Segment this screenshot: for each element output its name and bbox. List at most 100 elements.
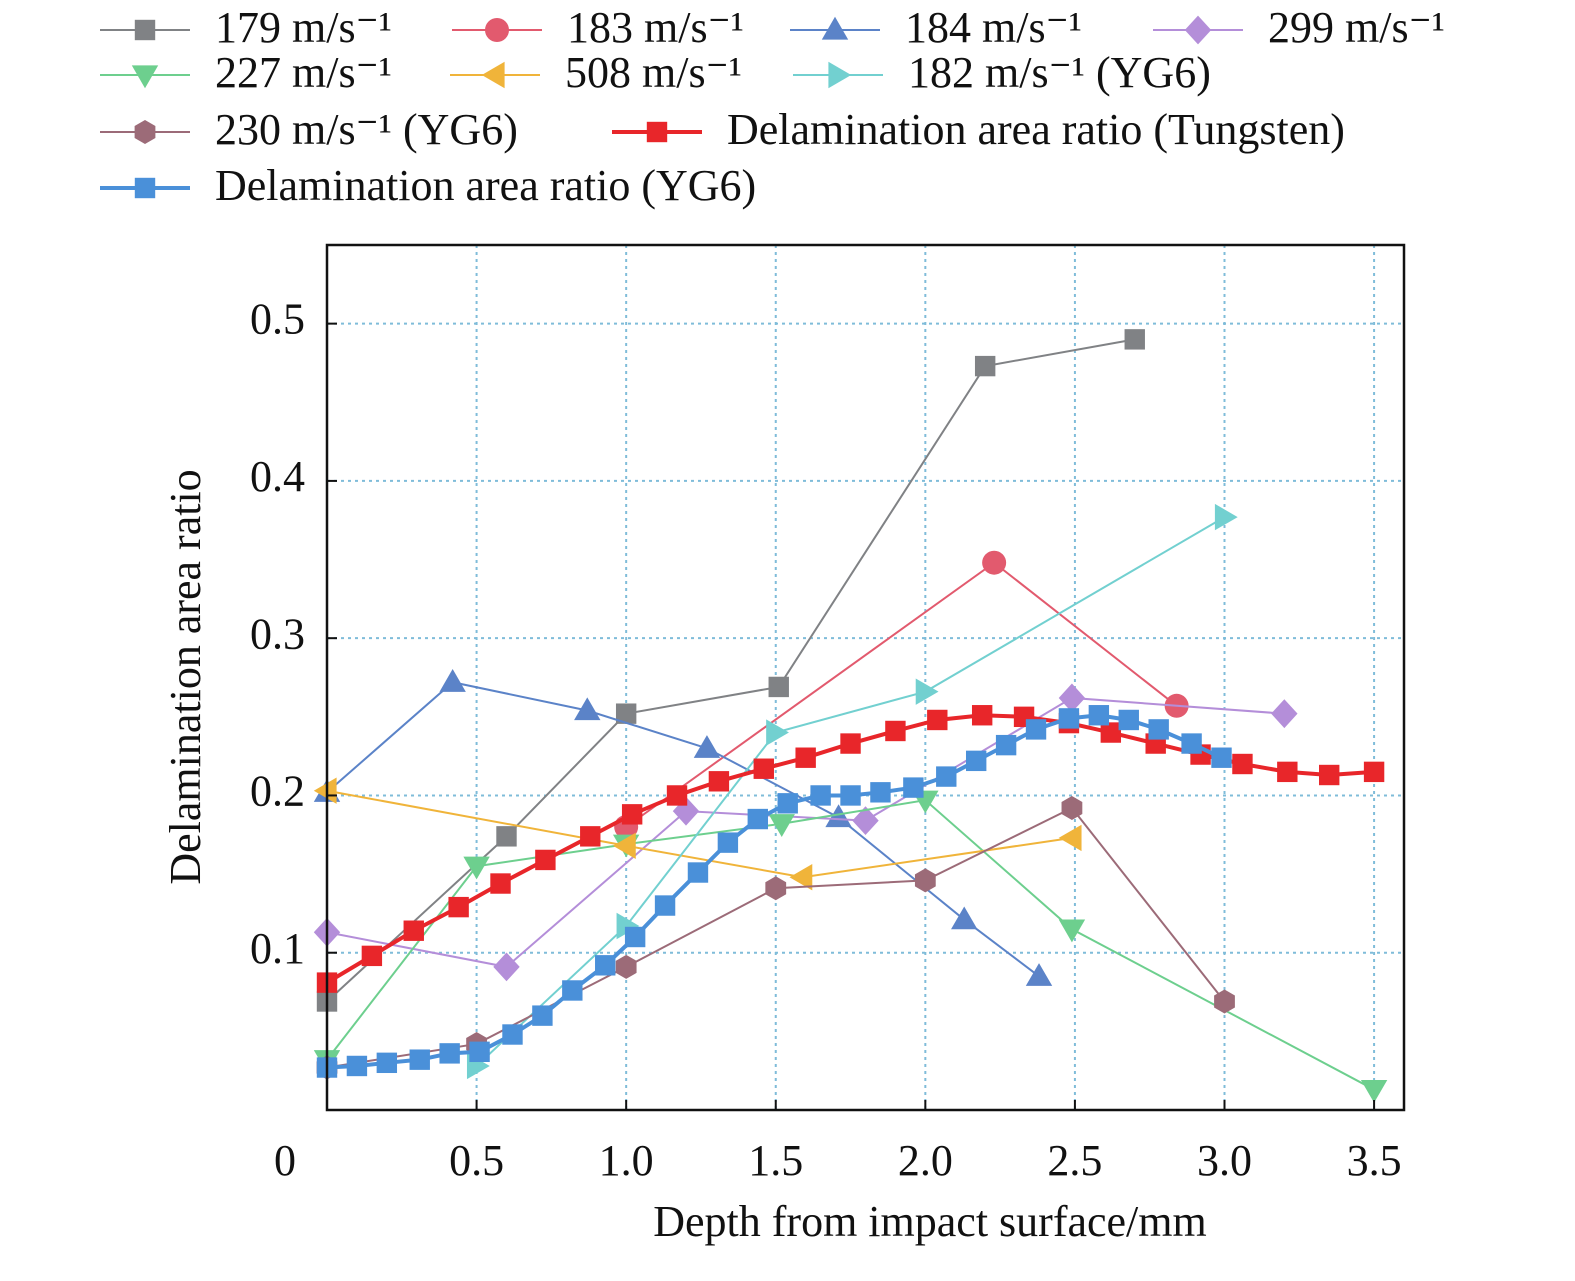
marker <box>885 720 906 742</box>
marker <box>1118 709 1139 731</box>
marker <box>1181 733 1202 754</box>
marker <box>766 719 789 746</box>
marker <box>810 785 831 806</box>
marker <box>915 678 939 705</box>
marker <box>995 734 1017 756</box>
marker <box>646 121 668 143</box>
marker <box>580 826 601 847</box>
marker <box>1061 796 1083 821</box>
marker <box>687 862 709 883</box>
marker <box>753 758 774 779</box>
marker <box>693 735 721 758</box>
marker <box>1214 989 1235 1014</box>
marker <box>562 980 583 1001</box>
marker <box>965 750 987 772</box>
marker <box>574 697 601 721</box>
legend-label: 230 m/s⁻¹ (YG6) <box>215 105 518 154</box>
x-tick-label: 1.0 <box>599 1136 654 1185</box>
marker <box>490 873 511 894</box>
legend-item: Delamination area ratio (Tungsten) <box>612 105 1345 154</box>
x-tick-label: 3.5 <box>1347 1136 1402 1185</box>
marker <box>1058 683 1086 713</box>
plot-frame <box>325 243 1406 1112</box>
legend-item: 182 m/s⁻¹ (YG6) <box>793 48 1211 97</box>
marker <box>666 785 688 806</box>
marker <box>313 777 337 804</box>
marker <box>971 705 993 726</box>
legend-label: 179 m/s⁻¹ <box>215 3 392 52</box>
legend-item: Delamination area ratio (YG6) <box>100 161 756 210</box>
marker <box>852 806 879 836</box>
marker <box>951 906 978 930</box>
marker <box>974 355 996 377</box>
marker <box>376 1052 398 1074</box>
marker <box>481 61 505 89</box>
series-line <box>326 789 1073 879</box>
grid <box>327 245 1404 1110</box>
marker <box>616 912 640 940</box>
marker <box>717 832 739 853</box>
marker <box>361 945 383 967</box>
series-layer <box>313 329 1388 1103</box>
x-tick-label: 0 <box>274 1136 296 1185</box>
marker <box>535 849 556 871</box>
x-axis-label: Depth from impact surface/mm <box>653 1197 1206 1246</box>
marker <box>346 1055 368 1077</box>
marker <box>1277 761 1298 783</box>
marker <box>840 785 861 806</box>
marker <box>789 864 813 891</box>
legend-label: 182 m/s⁻¹ (YG6) <box>908 48 1211 97</box>
y-axis-label: Delamination area ratio <box>161 469 210 884</box>
x-tick-label: 2.0 <box>898 1136 953 1185</box>
x-tick-label: 0.5 <box>449 1136 504 1185</box>
marker <box>621 804 643 825</box>
x-tick-label: 3.0 <box>1197 1136 1252 1185</box>
marker <box>1088 705 1110 726</box>
marker <box>828 61 852 89</box>
marker <box>1214 503 1238 531</box>
legend-label: 299 m/s⁻¹ <box>1268 3 1445 52</box>
marker <box>532 1005 553 1026</box>
marker <box>821 16 849 40</box>
marker <box>1058 824 1082 852</box>
ticks: 0.1 0.2 0.3 0.4 0.5 0 0.5 1.0 1.5 2.0 2.5 3.0 3.5 <box>250 295 1402 1185</box>
y-tick-label: 0.5 <box>250 295 305 344</box>
marker <box>1319 764 1340 786</box>
marker <box>403 920 424 941</box>
marker <box>131 65 159 89</box>
marker <box>840 733 861 754</box>
marker <box>463 856 490 880</box>
marker <box>612 832 636 859</box>
marker <box>134 177 156 199</box>
marker <box>1271 699 1298 729</box>
marker <box>1124 329 1145 350</box>
legend-item: 227 m/s⁻¹ <box>100 48 392 97</box>
marker <box>1058 919 1086 943</box>
x-tick-label: 1.5 <box>748 1136 803 1185</box>
legend-item: 184 m/s⁻¹ <box>790 3 1082 52</box>
marker <box>1211 747 1232 768</box>
marker <box>1363 761 1385 783</box>
legend-item: 508 m/s⁻¹ <box>450 48 742 97</box>
marker <box>903 777 924 798</box>
marker <box>747 808 768 830</box>
legend-item: 230 m/s⁻¹ (YG6) <box>100 105 518 154</box>
marker <box>134 120 156 144</box>
marker <box>1100 722 1122 743</box>
marker <box>1058 708 1080 729</box>
legend-item: 299 m/s⁻¹ <box>1153 3 1445 52</box>
x-tick-label: 2.5 <box>1047 1136 1102 1185</box>
marker <box>1360 1079 1388 1103</box>
marker <box>496 826 517 847</box>
marker <box>654 895 676 916</box>
marker <box>624 926 646 948</box>
marker <box>765 876 787 901</box>
marker <box>615 703 637 724</box>
marker <box>795 747 816 768</box>
marker <box>469 1041 490 1063</box>
y-tick-label: 0.4 <box>250 452 305 501</box>
marker <box>493 952 520 982</box>
marker <box>1184 15 1212 45</box>
marker <box>936 766 957 787</box>
